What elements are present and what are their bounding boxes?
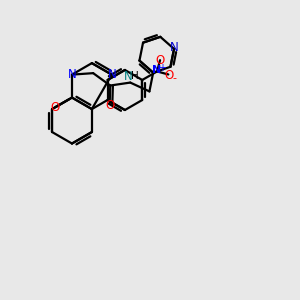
- Text: O: O: [105, 99, 114, 112]
- Text: N: N: [170, 41, 178, 54]
- Text: O: O: [51, 101, 60, 114]
- Text: O: O: [164, 68, 173, 82]
- Text: -: -: [173, 73, 177, 83]
- Text: O: O: [155, 54, 165, 67]
- Text: H: H: [130, 71, 138, 81]
- Text: N: N: [107, 68, 116, 81]
- Text: +: +: [158, 63, 166, 73]
- Text: N: N: [124, 70, 133, 83]
- Text: N: N: [152, 65, 162, 75]
- Text: N: N: [68, 68, 76, 81]
